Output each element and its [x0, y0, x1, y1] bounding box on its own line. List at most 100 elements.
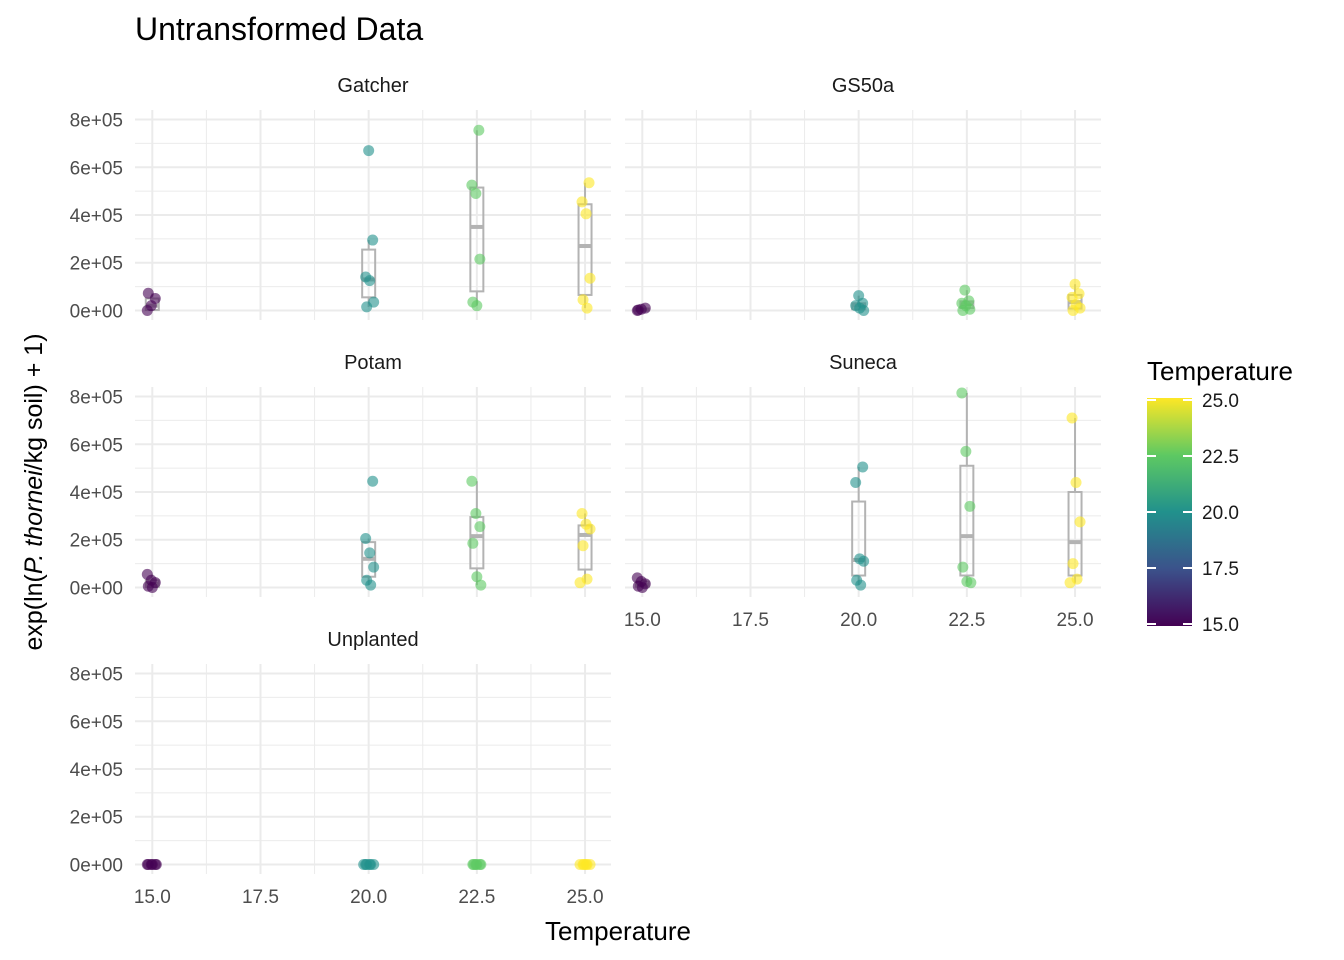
- x-tick-label: 15.0: [134, 887, 171, 908]
- y-axis-label-part: P. thornei: [20, 469, 48, 574]
- data-point: [468, 858, 480, 870]
- data-point: [470, 188, 482, 200]
- facet-strip-label: Potam: [344, 352, 402, 374]
- x-tick-label: 25.0: [567, 887, 604, 908]
- y-tick-label: 8e+05: [70, 111, 123, 132]
- data-point: [146, 581, 158, 593]
- data-point: [470, 507, 482, 519]
- y-tick-label: 4e+05: [70, 206, 123, 227]
- data-point: [1066, 412, 1078, 424]
- data-point: [364, 275, 376, 287]
- y-tick-label: 0e+00: [70, 301, 123, 322]
- legend-tick-label: 20.0: [1202, 503, 1239, 524]
- x-tick-label: 25.0: [1057, 610, 1094, 631]
- facet-strip-label: GS50a: [832, 75, 895, 97]
- data-point: [577, 294, 589, 306]
- x-tick-label: 15.0: [624, 610, 661, 631]
- legend-tick-label: 15.0: [1202, 615, 1239, 636]
- y-tick-label: 0e+00: [70, 578, 123, 599]
- data-point: [475, 579, 487, 591]
- chart-title: Untransformed Data: [135, 11, 423, 47]
- facet-panel-potam: Potam 0e+00 2e+05 4e+05 6e+05 8e+05: [70, 352, 611, 599]
- data-point: [964, 500, 976, 512]
- data-point: [956, 387, 968, 399]
- facet-strip-label: Gatcher: [337, 75, 408, 97]
- legend-title: Temperature: [1147, 356, 1293, 386]
- y-tick-label: 2e+05: [70, 808, 123, 829]
- facet-panel-suneca: Suneca 15.0 17.5 20.0 22.5 25.0: [624, 352, 1101, 631]
- data-point: [1067, 304, 1079, 316]
- data-point: [471, 571, 483, 583]
- data-point: [367, 234, 379, 246]
- data-point: [467, 537, 479, 549]
- data-point: [365, 579, 377, 591]
- y-tick-label: 6e+05: [70, 435, 123, 456]
- data-point: [1070, 476, 1082, 488]
- data-point: [858, 555, 870, 567]
- data-point: [636, 581, 648, 593]
- facet-panel-gatcher: Gatcher 0e+00 2e+05 4e+05 6e+05 8e+05: [70, 75, 611, 322]
- data-point: [858, 304, 870, 316]
- data-point: [959, 284, 971, 296]
- data-point: [576, 507, 588, 519]
- data-point: [850, 476, 862, 488]
- legend-tick-label: 25.0: [1202, 391, 1239, 412]
- y-axis-label-part: exp(ln(: [20, 573, 48, 650]
- data-point: [466, 179, 478, 191]
- boxplot-box: [469, 186, 485, 293]
- data-point: [1064, 577, 1076, 589]
- data-point: [957, 304, 969, 316]
- data-point: [584, 523, 596, 535]
- data-point: [474, 521, 486, 533]
- facet-panel-gs50a: GS50a: [625, 75, 1101, 320]
- legend-tick-label: 22.5: [1202, 447, 1239, 468]
- x-tick-label: 22.5: [948, 610, 985, 631]
- data-point: [857, 461, 869, 473]
- y-axis-label: exp(ln(P. thornei/kg soil) + 1): [20, 333, 48, 650]
- x-tick-label: 17.5: [242, 887, 279, 908]
- data-point: [632, 304, 644, 316]
- data-point: [368, 561, 380, 573]
- y-axis-label-part: /kg soil) + 1): [20, 333, 48, 470]
- y-tick-label: 4e+05: [70, 483, 123, 504]
- y-tick-label: 2e+05: [70, 531, 123, 552]
- y-tick-label: 2e+05: [70, 254, 123, 275]
- data-point: [364, 547, 376, 559]
- panels: Gatcher 0e+00 2e+05 4e+05 6e+05 8e+05 GS50a Pot…: [70, 75, 1101, 908]
- data-point: [1074, 516, 1086, 528]
- data-point: [584, 272, 596, 284]
- y-tick-label: 6e+05: [70, 712, 123, 733]
- data-point: [581, 302, 593, 314]
- data-point: [471, 300, 483, 312]
- boxplot-box: [959, 464, 975, 577]
- facet-strip-label: Unplanted: [327, 629, 418, 651]
- y-tick-label: 6e+05: [70, 158, 123, 179]
- facet-panel-unplanted: Unplanted 0e+00 2e+05 4e+05 6e+05 8e+05 15.0 17…: [70, 629, 611, 908]
- legend-ticks: 15.0 17.5 20.0 22.5 25.0: [1147, 391, 1239, 636]
- data-point: [957, 561, 969, 573]
- data-point: [142, 287, 154, 299]
- data-point: [965, 577, 977, 589]
- data-point: [855, 579, 867, 591]
- data-point: [578, 858, 590, 870]
- data-point: [361, 301, 373, 313]
- x-tick-label: 17.5: [732, 610, 769, 631]
- data-point: [150, 858, 162, 870]
- data-point: [466, 475, 478, 487]
- data-point: [580, 208, 592, 220]
- x-tick-label: 22.5: [458, 887, 495, 908]
- boxplot: [469, 130, 485, 306]
- data-point: [474, 253, 486, 265]
- x-tick-label: 20.0: [840, 610, 877, 631]
- y-tick-label: 8e+05: [70, 388, 123, 409]
- data-point: [577, 540, 589, 552]
- data-point: [363, 145, 375, 157]
- data-point: [1069, 278, 1081, 290]
- data-point: [358, 858, 370, 870]
- x-axis-label: Temperature: [545, 916, 691, 946]
- facet-strip-label: Suneca: [829, 352, 898, 374]
- data-point: [576, 196, 588, 208]
- data-point: [1067, 558, 1079, 570]
- y-tick-label: 0e+00: [70, 855, 123, 876]
